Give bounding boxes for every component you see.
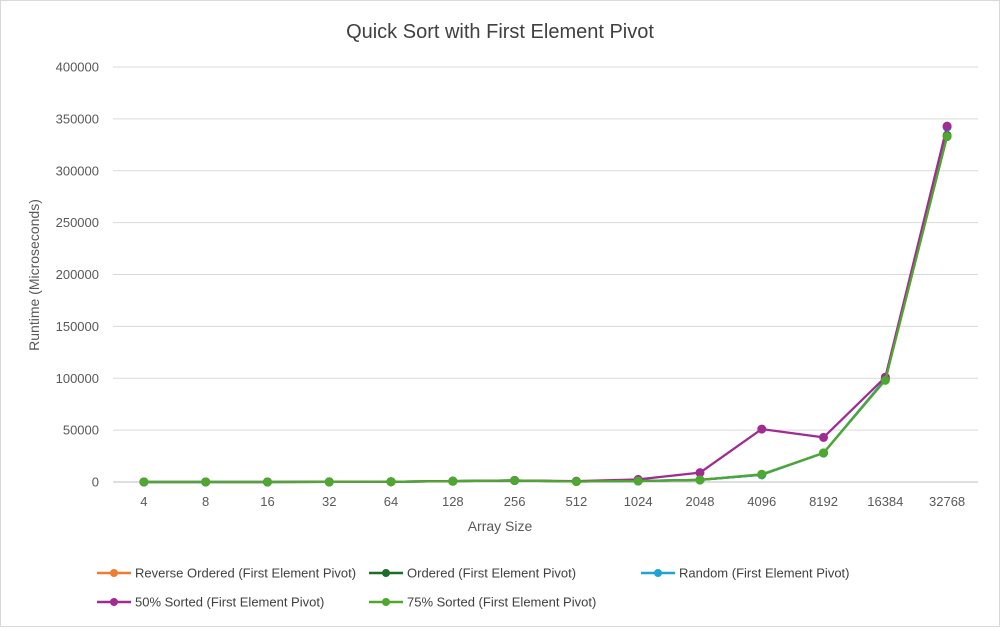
data-point bbox=[633, 476, 643, 486]
x-axis-ticks: 4 8 16 32 64 128 256 512 1024 2048 4096 8192 16384 32… bbox=[140, 494, 965, 509]
legend-item: Reverse Ordered (First Element Pivot) bbox=[97, 566, 356, 581]
legend-label: 75% Sorted (First Element Pivot) bbox=[407, 595, 596, 610]
data-point bbox=[757, 469, 767, 479]
data-point bbox=[942, 132, 952, 142]
series bbox=[139, 132, 952, 487]
legend-item: Ordered (First Element Pivot) bbox=[369, 566, 576, 581]
y-tick-label: 250000 bbox=[56, 215, 99, 230]
x-tick-label: 16 bbox=[260, 494, 274, 509]
y-tick-label: 300000 bbox=[56, 163, 99, 178]
data-point bbox=[571, 476, 581, 486]
legend-item: 50% Sorted (First Element Pivot) bbox=[97, 595, 324, 610]
data-point bbox=[201, 477, 211, 487]
x-tick-label: 8 bbox=[202, 494, 209, 509]
legend: Reverse Ordered (First Element Pivot) Ord… bbox=[97, 566, 850, 610]
chart-title: Quick Sort with First Element Pivot bbox=[346, 21, 654, 43]
y-axis-label: Runtime (Microseconds) bbox=[26, 199, 42, 351]
series-group bbox=[139, 121, 952, 487]
legend-marker bbox=[654, 569, 662, 577]
x-tick-label: 32 bbox=[322, 494, 336, 509]
x-tick-label: 4096 bbox=[747, 494, 776, 509]
y-tick-label: 100000 bbox=[56, 371, 99, 386]
y-tick-label: 0 bbox=[92, 475, 99, 490]
y-tick-label: 350000 bbox=[56, 111, 99, 126]
legend-label: Random (First Element Pivot) bbox=[679, 566, 850, 581]
legend-item: 75% Sorted (First Element Pivot) bbox=[369, 595, 596, 610]
y-tick-label: 150000 bbox=[56, 319, 99, 334]
x-tick-label: 64 bbox=[384, 494, 398, 509]
x-tick-label: 512 bbox=[566, 494, 588, 509]
series-line bbox=[143, 136, 949, 484]
x-tick-label: 1024 bbox=[624, 494, 653, 509]
legend-item: Random (First Element Pivot) bbox=[641, 566, 850, 581]
gridlines bbox=[113, 66, 978, 483]
legend-marker bbox=[382, 598, 390, 606]
data-point bbox=[262, 477, 272, 487]
legend-marker bbox=[110, 569, 118, 577]
data-point bbox=[139, 477, 149, 487]
y-tick-label: 400000 bbox=[56, 60, 99, 75]
series bbox=[139, 121, 952, 487]
data-point bbox=[819, 432, 829, 442]
x-axis-label: Array Size bbox=[468, 518, 533, 534]
data-point bbox=[386, 477, 396, 487]
legend-marker bbox=[382, 569, 390, 577]
x-tick-label: 256 bbox=[504, 494, 526, 509]
x-tick-label: 32768 bbox=[929, 494, 965, 509]
data-point bbox=[880, 375, 890, 385]
data-point bbox=[448, 476, 458, 486]
x-tick-label: 128 bbox=[442, 494, 464, 509]
data-point bbox=[819, 448, 829, 458]
data-point bbox=[324, 477, 334, 487]
x-tick-label: 8192 bbox=[809, 494, 838, 509]
data-point bbox=[757, 424, 767, 434]
x-tick-label: 16384 bbox=[867, 494, 903, 509]
y-tick-label: 50000 bbox=[63, 423, 99, 438]
legend-marker bbox=[110, 598, 118, 606]
series-line bbox=[143, 125, 949, 484]
x-tick-label: 2048 bbox=[686, 494, 715, 509]
data-point bbox=[510, 475, 520, 485]
data-point bbox=[695, 475, 705, 485]
data-point bbox=[942, 121, 952, 131]
x-tick-label: 4 bbox=[140, 494, 147, 509]
y-tick-label: 200000 bbox=[56, 267, 99, 282]
y-axis-ticks: 0 50000 100000 150000 200000 250000 300000 3500… bbox=[56, 60, 99, 490]
legend-label: Ordered (First Element Pivot) bbox=[407, 566, 576, 581]
series-line bbox=[143, 126, 949, 484]
legend-label: 50% Sorted (First Element Pivot) bbox=[135, 595, 324, 610]
legend-label: Reverse Ordered (First Element Pivot) bbox=[135, 566, 356, 581]
